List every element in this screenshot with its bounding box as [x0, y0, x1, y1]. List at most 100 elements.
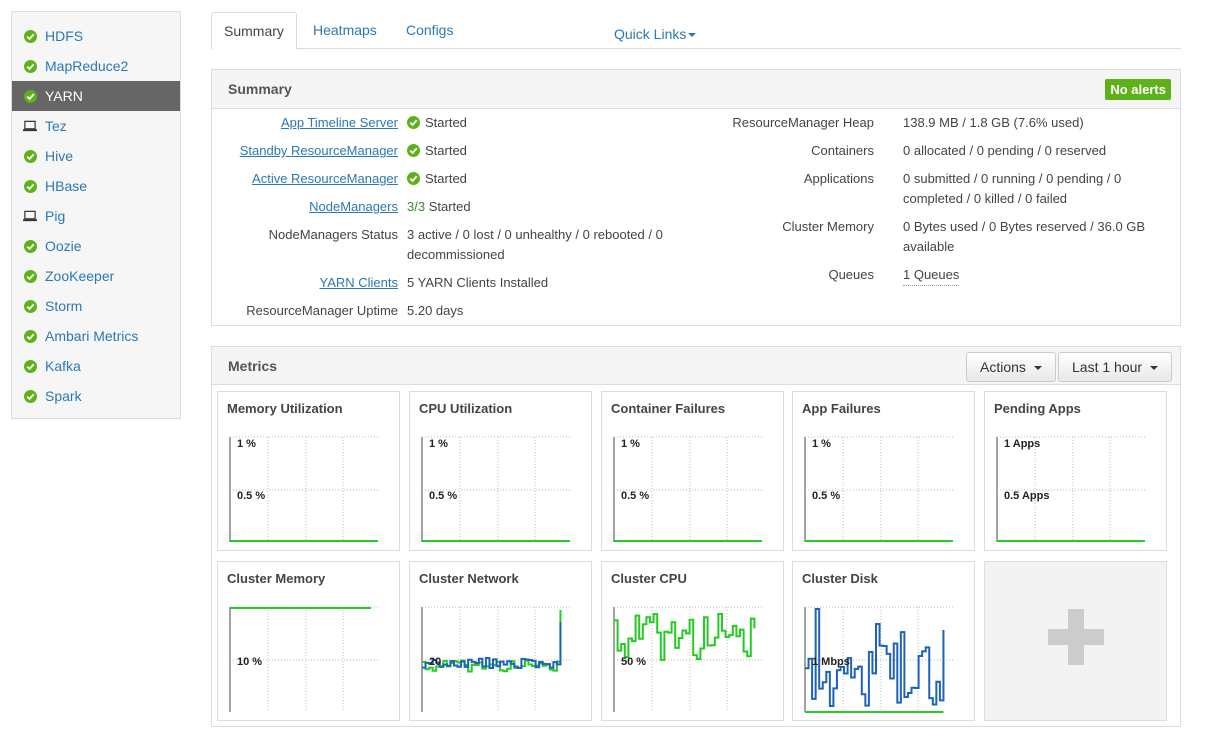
rm-uptime-value: 5.20 days: [407, 303, 464, 318]
y-axis-mid-label: 50 %: [621, 656, 647, 668]
caret-down-icon: [1033, 366, 1042, 371]
widget-graph: [421, 606, 570, 712]
caret-down-icon: [688, 33, 697, 38]
sidebar-item-pig[interactable]: Pig: [12, 201, 180, 231]
series-green: [614, 612, 756, 661]
sidebar-item-storm[interactable]: Storm: [12, 291, 180, 321]
sidebar-item-ambari-metrics[interactable]: Ambari Metrics: [12, 321, 180, 351]
nodemanagers-status-line2: decommissioned: [407, 247, 505, 262]
y-axis-mid-label: 0.5 %: [237, 490, 266, 502]
y-axis-mid-label: 1 Mbps: [812, 656, 850, 668]
check-circle-icon: [23, 29, 37, 43]
tab-configs[interactable]: Configs: [406, 22, 454, 38]
metrics-panel: Metrics Actions Last 1 hour Memory Utili…: [211, 346, 1181, 727]
time-range-dropdown-button[interactable]: Last 1 hour: [1058, 352, 1173, 382]
y-axis-mid-label: 0.5 %: [621, 490, 650, 502]
rm-uptime-label: ResourceManager Uptime: [246, 303, 398, 318]
caret-down-icon: [1150, 366, 1159, 371]
check-circle-icon: [23, 389, 37, 403]
sidebar-item-oozie[interactable]: Oozie: [12, 231, 180, 261]
widget-cluster-memory[interactable]: Cluster Memory 10 %: [217, 561, 400, 721]
actions-label: Actions: [980, 359, 1026, 375]
y-axis-top-label: 1 %: [237, 438, 256, 450]
yarn-clients-link[interactable]: YARN Clients: [319, 275, 398, 290]
sidebar-item-label: Kafka: [45, 358, 81, 374]
y-axis-top-label: 1 %: [429, 438, 448, 450]
nodemanagers-link[interactable]: NodeManagers: [309, 199, 398, 214]
sidebar-item-label: MapReduce2: [45, 58, 129, 74]
active-resourcemanager-link[interactable]: Active ResourceManager: [252, 171, 398, 186]
y-axis-mid-label: 10 %: [237, 656, 263, 668]
sidebar-item-spark[interactable]: Spark: [12, 381, 180, 411]
check-circle-icon: [407, 115, 420, 135]
y-axis-mid-label: 0.5 %: [429, 490, 458, 502]
quick-links-label: Quick Links: [614, 26, 687, 42]
y-axis-top-label: 1 %: [621, 438, 640, 450]
metrics-header: Metrics Actions Last 1 hour: [212, 347, 1180, 385]
widget-cluster-cpu[interactable]: Cluster CPU 50 %: [601, 561, 784, 721]
quick-links-dropdown[interactable]: Quick Links: [602, 16, 708, 53]
widget-container-failures[interactable]: Container Failures 1 % 0.5 %: [601, 391, 784, 551]
sidebar-item-zookeeper[interactable]: ZooKeeper: [12, 261, 180, 291]
sidebar-item-hive[interactable]: Hive: [12, 141, 180, 171]
sidebar-item-label: Ambari Metrics: [45, 328, 139, 344]
widget-graph: [229, 606, 378, 712]
sidebar-item-tez[interactable]: Tez: [12, 111, 180, 141]
series-blue: [805, 608, 945, 707]
standby-rm-status: Started: [425, 143, 467, 158]
summary-panel: Summary No alerts App Timeline Server St…: [211, 69, 1181, 326]
sidebar-item-label: Tez: [45, 118, 67, 134]
y-axis-mid-label: 0.5 %: [812, 490, 841, 502]
active-rm-status: Started: [425, 171, 467, 186]
nodemanagers-status-line1: 3 active / 0 lost / 0 unhealthy / 0 rebo…: [407, 227, 663, 242]
widget-memory-util[interactable]: Memory Utilization 1 % 0.5 %: [217, 391, 400, 551]
check-circle-icon: [23, 269, 37, 283]
time-range-label: Last 1 hour: [1072, 359, 1143, 375]
widget-cpu-util[interactable]: CPU Utilization 1 % 0.5 %: [409, 391, 592, 551]
sidebar-item-yarn[interactable]: YARN: [12, 81, 180, 111]
cluster-memory-label: Cluster Memory: [782, 219, 874, 234]
service-tabs: Summary Heatmaps Configs Quick Links: [211, 12, 1181, 50]
rm-heap-value: 138.9 MB / 1.8 GB (7.6% used): [903, 115, 1084, 130]
y-axis-mid-label: 0.5 Apps: [1004, 490, 1050, 502]
series-blue: [422, 622, 562, 669]
tab-summary[interactable]: Summary: [211, 12, 297, 50]
plus-icon: [1048, 609, 1104, 665]
tab-heatmaps[interactable]: Heatmaps: [313, 22, 377, 38]
check-circle-icon: [23, 239, 37, 253]
widget-graph: [804, 606, 953, 713]
laptop-icon: [23, 119, 37, 133]
sidebar-item-hdfs[interactable]: HDFS: [12, 21, 180, 51]
check-circle-icon: [23, 59, 37, 73]
applications-label: Applications: [803, 171, 874, 186]
widget-title: CPU Utilization: [419, 401, 513, 416]
standby-resourcemanager-link[interactable]: Standby ResourceManager: [239, 143, 398, 158]
nodemanagers-status-label: NodeManagers Status: [268, 227, 398, 242]
y-axis-top-label: 1 %: [812, 438, 831, 450]
widget-title: Pending Apps: [994, 401, 1081, 416]
no-alerts-badge[interactable]: No alerts: [1105, 79, 1171, 100]
queues-label: Queues: [828, 267, 874, 282]
check-circle-icon: [23, 89, 37, 103]
check-circle-icon: [407, 171, 420, 191]
queues-value[interactable]: 1 Queues: [903, 265, 960, 286]
actions-dropdown-button[interactable]: Actions: [966, 352, 1056, 382]
cluster-memory-line2: available: [903, 239, 955, 254]
nodemanagers-status: Started: [428, 199, 471, 214]
add-widget-button[interactable]: [984, 561, 1167, 721]
sidebar-item-mapreduce2[interactable]: MapReduce2: [12, 51, 180, 81]
widget-pending-apps[interactable]: Pending Apps 1 Apps 0.5 Apps: [984, 391, 1167, 551]
widget-cluster-disk[interactable]: Cluster Disk 1 Mbps: [792, 561, 975, 721]
widget-cluster-network[interactable]: Cluster Network 20: [409, 561, 592, 721]
y-axis-top-label: 1 Apps: [1004, 438, 1041, 450]
app-timeline-server-status: Started: [425, 115, 467, 130]
sidebar-item-kafka[interactable]: Kafka: [12, 351, 180, 381]
widget-title: Cluster Disk: [802, 571, 878, 586]
app-timeline-server-link[interactable]: App Timeline Server: [280, 115, 398, 130]
sidebar-item-label: Spark: [45, 388, 82, 404]
sidebar-item-hbase[interactable]: HBase: [12, 171, 180, 201]
check-circle-icon: [407, 143, 420, 163]
widget-app-failures[interactable]: App Failures 1 % 0.5 %: [792, 391, 975, 551]
sidebar-item-label: HDFS: [45, 28, 84, 44]
widget-graph: [229, 436, 378, 542]
